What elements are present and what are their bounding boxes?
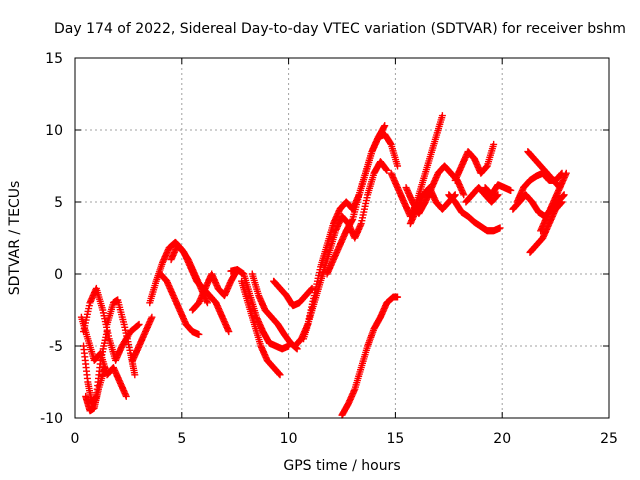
data-point	[438, 112, 446, 120]
y-tick-label: 15	[45, 51, 63, 67]
data-point	[394, 293, 402, 301]
data-point	[490, 140, 498, 148]
data-point	[225, 328, 233, 336]
x-tick-label: 25	[600, 431, 618, 447]
data-points	[77, 112, 570, 419]
plot-frame	[74, 57, 610, 419]
x-tick-label: 5	[177, 431, 186, 447]
data-point	[383, 166, 391, 174]
data-point	[394, 162, 402, 170]
data-point	[507, 186, 515, 194]
chart-title: Day 174 of 2022, Sidereal Day-to-day VTE…	[54, 21, 626, 37]
x-tick-label: 10	[280, 431, 298, 447]
x-tick-label: 15	[386, 431, 404, 447]
data-point	[460, 191, 468, 199]
data-point	[134, 321, 142, 329]
y-tick-label: 5	[54, 195, 63, 211]
data-point	[276, 371, 284, 379]
x-tick-label: 20	[493, 431, 511, 447]
data-point	[308, 284, 316, 292]
data-point	[562, 169, 570, 177]
y-tick-label: 0	[54, 267, 63, 283]
y-tick-label: -10	[40, 411, 63, 427]
x-axis-label: GPS time / hours	[283, 458, 400, 474]
data-point	[135, 320, 143, 328]
data-point	[203, 299, 211, 307]
data-point	[131, 371, 139, 379]
x-tick-label: 0	[71, 431, 80, 447]
data-point	[496, 224, 504, 232]
data-point	[560, 191, 568, 199]
data-point	[381, 122, 389, 130]
data-point	[122, 392, 130, 400]
y-axis-label: SDTVAR / TECUs	[7, 181, 23, 296]
data-point	[558, 198, 566, 206]
data-point	[494, 191, 502, 199]
data-point	[451, 191, 459, 199]
axis-ticks: 0 5 10 15 20 25 -10 -5 0 5 10 15	[40, 51, 618, 447]
data-point	[101, 364, 109, 372]
data-point	[195, 330, 203, 338]
y-tick-label: -5	[49, 339, 63, 355]
data-point	[148, 313, 156, 321]
y-tick-label: 10	[45, 123, 63, 139]
